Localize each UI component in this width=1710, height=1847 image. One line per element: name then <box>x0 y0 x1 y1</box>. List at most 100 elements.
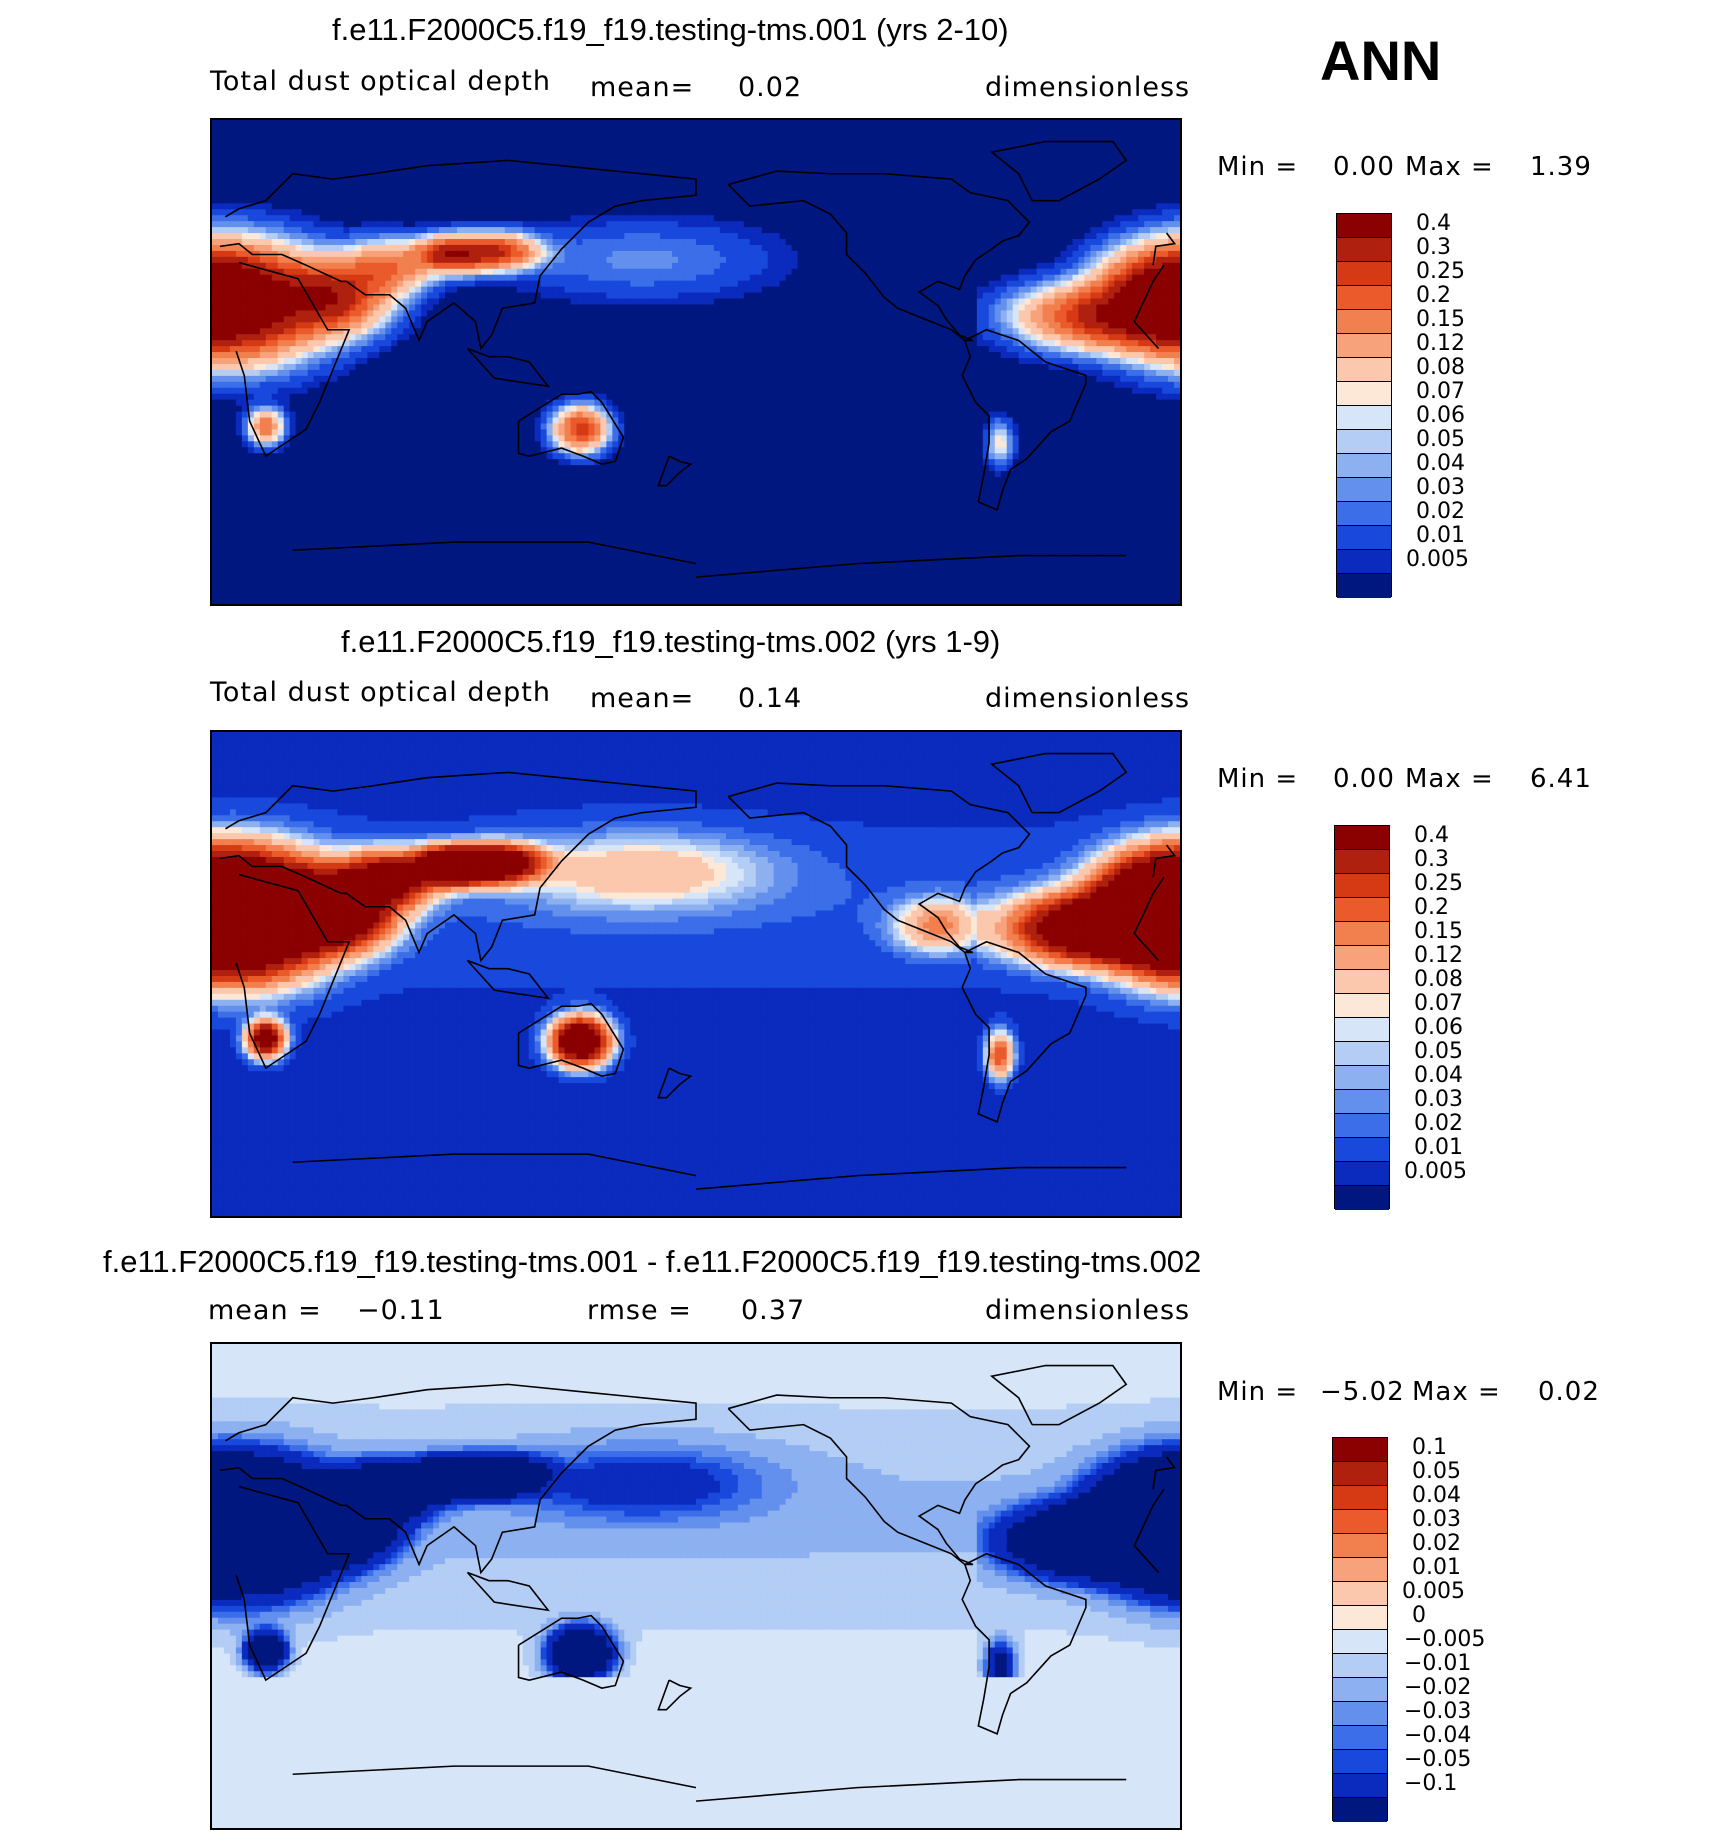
map-cell <box>492 125 500 133</box>
map-cell <box>1036 125 1044 133</box>
map-cell <box>516 298 524 306</box>
map-cell <box>970 221 978 228</box>
map-cell <box>1144 167 1151 175</box>
map-cell <box>1168 250 1175 258</box>
map-cell <box>247 209 255 216</box>
map-cell <box>409 244 416 252</box>
map-cell <box>731 298 739 306</box>
map-cell <box>785 292 793 300</box>
map-cell <box>313 262 321 270</box>
map-cell <box>761 161 769 169</box>
map-cell <box>761 215 769 222</box>
map-cell <box>940 179 948 187</box>
map-cell <box>265 143 273 151</box>
map-cell <box>869 250 876 258</box>
map-cell <box>391 179 398 187</box>
map-cell <box>456 161 464 169</box>
map-cell <box>773 250 781 258</box>
map-cell <box>797 227 805 234</box>
map-cell <box>749 203 757 210</box>
map-cell <box>988 167 996 175</box>
map-cell <box>594 149 601 157</box>
map-cell <box>696 215 703 222</box>
map-cell <box>355 268 362 276</box>
map-cell <box>863 215 870 222</box>
map-cell <box>217 262 225 270</box>
map-cell <box>385 125 392 133</box>
map-cell <box>929 286 936 294</box>
map-cell <box>654 221 661 228</box>
map-cell <box>1006 292 1014 300</box>
map-cell <box>1000 149 1008 157</box>
map-cell <box>1018 233 1026 240</box>
map-cell <box>558 286 566 294</box>
map-cell <box>522 268 530 276</box>
map-cell <box>1066 274 1074 282</box>
map-cell <box>319 256 327 264</box>
map-cell <box>958 286 966 294</box>
map-cell <box>642 215 649 222</box>
map-cell <box>797 155 805 163</box>
map-cell <box>409 191 416 198</box>
map-cell <box>564 131 572 139</box>
map-cell <box>701 155 709 163</box>
map-cell <box>343 244 351 252</box>
map-cell <box>373 191 380 198</box>
map-cell <box>540 262 548 270</box>
map-cell <box>785 120 793 127</box>
map-cell <box>1042 125 1050 133</box>
map-cell <box>498 155 506 163</box>
map-cell <box>994 120 1002 127</box>
map-cell <box>1018 280 1026 288</box>
map-cell <box>427 203 434 210</box>
map-cell <box>749 185 757 193</box>
map-cell <box>839 280 846 288</box>
map-cell <box>564 137 572 145</box>
map-cell <box>253 209 261 216</box>
map-cell <box>403 233 410 240</box>
map-cell <box>265 149 273 157</box>
map-cell <box>1054 256 1062 264</box>
map-cell <box>474 256 482 264</box>
map-cell <box>785 244 793 252</box>
map-cell <box>755 149 763 157</box>
map-cell <box>606 274 613 282</box>
map-cell <box>1060 161 1068 169</box>
map-cell <box>815 227 823 234</box>
map-cell <box>761 286 769 294</box>
map-cell <box>982 292 990 300</box>
map-cell <box>474 215 482 222</box>
map-cell <box>737 191 745 198</box>
map-cell <box>917 256 924 264</box>
map-cell <box>534 149 542 157</box>
map-cell <box>301 268 309 276</box>
map-cell <box>749 149 757 157</box>
map-cell <box>1012 120 1020 127</box>
map-cell <box>307 185 315 193</box>
map-cell <box>307 137 315 145</box>
map-cell <box>779 256 787 264</box>
map-cell <box>917 131 924 139</box>
map-cell <box>696 280 703 288</box>
map-cell <box>1048 239 1056 246</box>
map-cell <box>1006 250 1014 258</box>
map-cell <box>976 161 984 169</box>
map-cell <box>815 143 823 151</box>
map-cell <box>725 227 733 234</box>
map-cell <box>994 256 1002 264</box>
map-cell <box>821 155 829 163</box>
map-cell <box>462 274 470 282</box>
map-cell <box>1030 143 1038 151</box>
map-cell <box>564 143 572 151</box>
map-cell <box>564 227 572 234</box>
map-cell <box>958 155 966 163</box>
map-cell <box>881 167 888 175</box>
map-cell <box>767 179 775 187</box>
map-cell <box>630 179 637 187</box>
map-cell <box>1066 203 1074 210</box>
map-cell <box>1114 221 1121 228</box>
map-cell <box>1048 155 1056 163</box>
map-cell <box>1132 262 1139 270</box>
map-cell <box>558 274 566 282</box>
map-cell <box>277 173 285 181</box>
